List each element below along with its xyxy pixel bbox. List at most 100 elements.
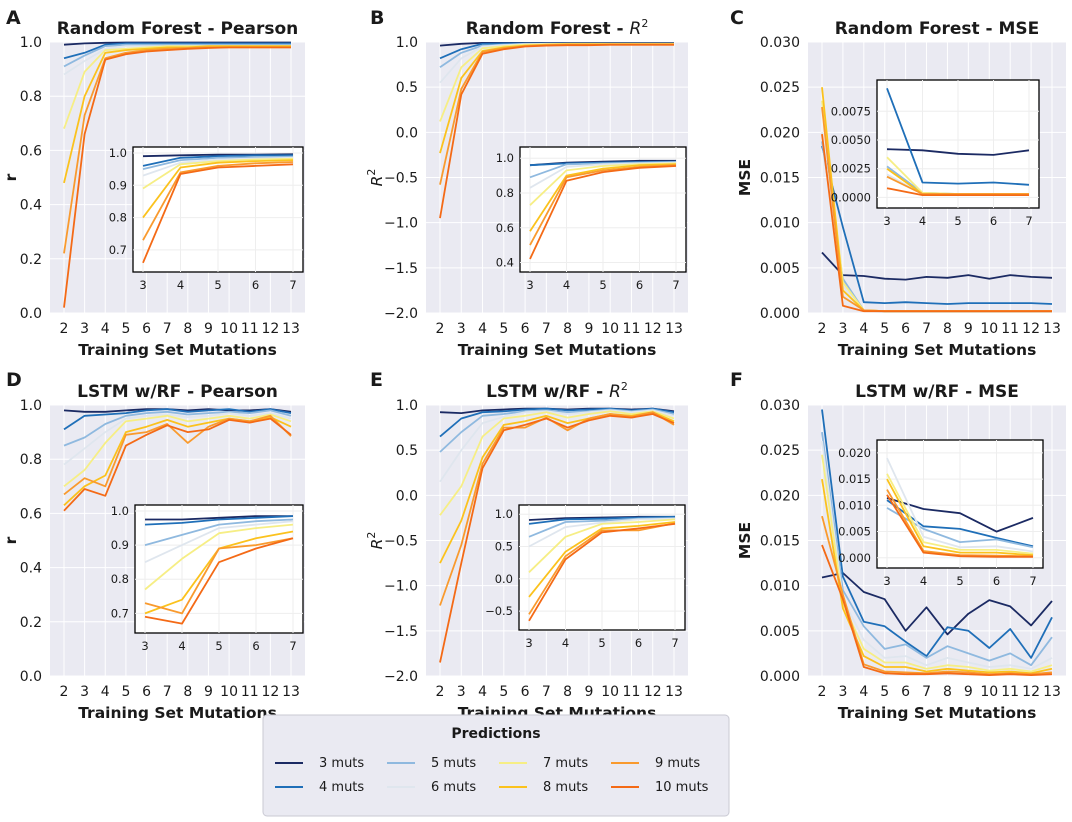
x-tick-label: 10: [601, 684, 619, 700]
inset-A: 0.7 0.8 0.9 1.0 3 4 5 6 7: [109, 146, 304, 292]
panel-letter: F: [730, 369, 743, 391]
y-tick-label: 0.030: [760, 35, 800, 51]
inset-y-tick-label: 1.0: [111, 504, 129, 518]
panels: 0.00.20.40.60.81.02 3 4 5 6 7 8 9 10 11 12 130.70.8…: [2, 7, 1066, 722]
y-axis-label: MSE: [736, 159, 754, 196]
inset-y-tick-label: 0.6: [496, 221, 514, 235]
y-tick-label: 0.0: [396, 488, 418, 504]
inset-series-line-8-muts: [142, 159, 294, 219]
x-tick-label: 11: [1001, 684, 1019, 700]
inset-y-tick-label: 0.9: [111, 538, 129, 552]
panel-D: 0.00.20.40.60.81.02 3 4 5 6 7 8 9 10 11 12 130.70.8…: [2, 369, 305, 722]
x-tick-label: 9: [584, 684, 593, 700]
legend-label: 7 muts: [543, 756, 588, 771]
x-tick-label: 4: [859, 321, 868, 337]
x-tick-label: 13: [665, 684, 683, 700]
panel-title: LSTM w/RF - Pearson: [77, 382, 278, 402]
x-tick-label: 7: [163, 684, 172, 700]
panel-letter: D: [6, 369, 22, 391]
x-tick-label: 2: [60, 321, 69, 337]
inset-y-tick-label: 0.0075: [831, 104, 871, 118]
inset-series-line-8-muts: [528, 521, 676, 598]
inset-y-tick-label: 0.020: [838, 446, 871, 460]
legend-item: 6 muts: [387, 780, 476, 795]
inset-y-tick-label: 0.5: [495, 540, 513, 554]
series-line-4-muts: [63, 42, 291, 60]
panel-B: −2.0−1.5−1.0−0.50.00.51.02 3 4 5 6 7 8 9 10 11 12 1…: [365, 7, 688, 359]
legend-label: 6 muts: [431, 780, 476, 795]
y-tick-label: 0.2: [20, 615, 42, 631]
x-axis-label: Training Set Mutations: [838, 704, 1037, 722]
series-line-10-muts: [63, 46, 291, 308]
y-tick-label: 0.5: [396, 80, 418, 96]
inset-series-line-10-muts: [529, 165, 677, 260]
y-tick-label: −1.0: [384, 216, 418, 232]
x-tick-label: 5: [499, 321, 508, 337]
x-tick-label: 11: [241, 684, 259, 700]
inset-x-tick-label: 3: [526, 278, 533, 292]
inset-x-tick-label: 7: [289, 639, 296, 653]
y-tick-label: −0.5: [384, 534, 418, 550]
x-tick-label: 4: [859, 684, 868, 700]
x-tick-label: 3: [838, 321, 847, 337]
inset-x-tick-label: 3: [141, 639, 148, 653]
x-tick-label: 10: [980, 321, 998, 337]
inset-series-line-9-muts: [886, 489, 1034, 558]
x-tick-label: 6: [142, 321, 151, 337]
inset-x-tick-label: 5: [215, 639, 222, 653]
inset-y-tick-label: 0.8: [111, 572, 129, 586]
x-tick-label: 7: [922, 321, 931, 337]
panel-letter: C: [730, 7, 744, 29]
x-tick-label: 13: [1043, 684, 1061, 700]
legend-item: 8 muts: [499, 780, 588, 795]
inset-y-tick-label: −0.5: [485, 604, 513, 618]
inset-series-line-9-muts: [142, 161, 294, 241]
inset-y-tick-label: 0.0025: [831, 162, 871, 176]
inset-series-line-10-muts: [886, 494, 1033, 558]
x-tick-label: 6: [901, 321, 910, 337]
y-tick-label: 0.015: [760, 534, 800, 550]
x-tick-label: 4: [478, 321, 487, 337]
inset-series-line-6-muts: [886, 457, 1034, 553]
x-tick-label: 13: [282, 684, 300, 700]
x-tick-label: 13: [282, 321, 300, 337]
x-tick-label: 13: [665, 321, 683, 337]
inset-y-tick-label: 0.010: [838, 498, 871, 512]
inset-y-tick-label: 0.8: [496, 186, 514, 200]
x-tick-label: 6: [521, 321, 530, 337]
inset-x-tick-label: 4: [177, 278, 184, 292]
inset-x-tick-label: 5: [954, 214, 961, 228]
inset-y-tick-label: 0.000: [838, 551, 871, 565]
legend-item: 5 muts: [387, 756, 476, 771]
x-tick-label: 6: [142, 684, 151, 700]
panel-title: Random Forest - Pearson: [57, 19, 299, 39]
y-tick-label: 0.030: [760, 398, 800, 414]
inset-y-tick-label: 0.0: [495, 572, 513, 586]
inset-x-tick-label: 7: [1025, 214, 1032, 228]
series-line-8-muts: [63, 45, 291, 184]
x-tick-label: 7: [542, 321, 551, 337]
inset-x-tick-label: 6: [635, 636, 642, 650]
y-tick-label: −1.0: [384, 579, 418, 595]
y-tick-label: 0.0: [20, 306, 42, 322]
x-tick-label: 5: [499, 684, 508, 700]
inset-y-tick-label: 1.0: [495, 507, 513, 521]
inset-x-tick-label: 3: [525, 636, 532, 650]
y-tick-label: −1.5: [384, 261, 418, 277]
inset-x-tick-label: 5: [598, 636, 605, 650]
x-tick-label: 11: [1001, 321, 1019, 337]
x-tick-label: 12: [261, 321, 279, 337]
x-tick-label: 4: [101, 684, 110, 700]
panel-title: Random Forest - MSE: [835, 19, 1040, 39]
legend-title: Predictions: [451, 726, 540, 742]
series-line-7-muts: [821, 454, 1053, 673]
series-line-5-muts: [63, 409, 292, 447]
legend-label: 5 muts: [431, 756, 476, 771]
series-line-7-muts: [439, 410, 675, 516]
x-axis-label: Training Set Mutations: [78, 704, 277, 722]
series-line-9-muts: [63, 414, 292, 496]
legend-label: 4 muts: [319, 780, 364, 795]
y-tick-label: 0.020: [760, 125, 800, 141]
